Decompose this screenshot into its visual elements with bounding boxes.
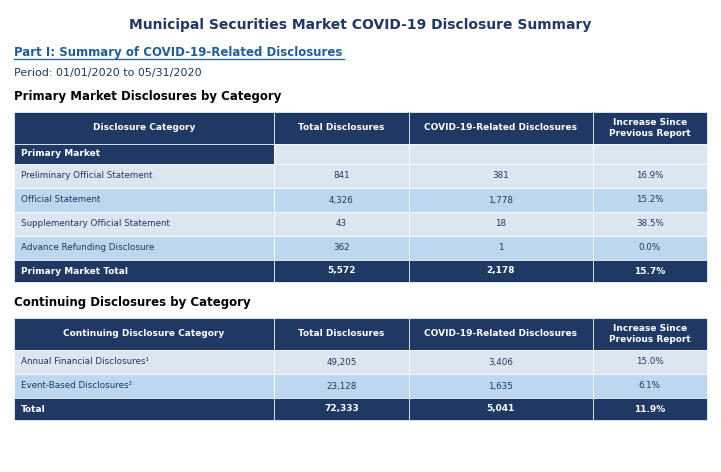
Text: Supplementary Official Statement: Supplementary Official Statement bbox=[21, 219, 170, 228]
Bar bbox=[409, 350, 593, 374]
Text: Period: 01/01/2020 to 05/31/2020: Period: 01/01/2020 to 05/31/2020 bbox=[14, 68, 202, 78]
Bar bbox=[409, 260, 593, 282]
Bar bbox=[14, 188, 274, 212]
Bar bbox=[409, 398, 593, 420]
Text: Advance Refunding Disclosure: Advance Refunding Disclosure bbox=[21, 244, 154, 253]
Text: 5,572: 5,572 bbox=[327, 267, 355, 276]
Text: 11.9%: 11.9% bbox=[634, 405, 665, 413]
Text: 1,635: 1,635 bbox=[488, 381, 513, 390]
Text: Increase Since
Previous Report: Increase Since Previous Report bbox=[609, 324, 691, 344]
Bar bbox=[14, 112, 274, 144]
Text: Event-Based Disclosures²: Event-Based Disclosures² bbox=[21, 381, 132, 390]
Text: 38.5%: 38.5% bbox=[636, 219, 664, 228]
Text: Increase Since
Previous Report: Increase Since Previous Report bbox=[609, 118, 691, 138]
Bar bbox=[593, 164, 707, 188]
Text: 1,778: 1,778 bbox=[488, 195, 513, 204]
Text: Total Disclosures: Total Disclosures bbox=[298, 124, 384, 133]
Text: Total Disclosures: Total Disclosures bbox=[298, 329, 384, 338]
Bar bbox=[409, 188, 593, 212]
Text: 23,128: 23,128 bbox=[327, 381, 357, 390]
Bar bbox=[274, 112, 409, 144]
Text: 6.1%: 6.1% bbox=[639, 381, 661, 390]
Bar bbox=[593, 144, 707, 164]
Text: 72,333: 72,333 bbox=[324, 405, 359, 413]
Bar bbox=[274, 398, 409, 420]
Text: Annual Financial Disclosures¹: Annual Financial Disclosures¹ bbox=[21, 357, 149, 366]
Bar bbox=[274, 318, 409, 350]
Text: 43: 43 bbox=[336, 219, 347, 228]
Bar bbox=[409, 236, 593, 260]
Text: 15.7%: 15.7% bbox=[634, 267, 665, 276]
Bar bbox=[14, 398, 274, 420]
Text: COVID-19-Related Disclosures: COVID-19-Related Disclosures bbox=[425, 329, 578, 338]
Bar bbox=[274, 260, 409, 282]
Bar bbox=[14, 350, 274, 374]
Bar bbox=[14, 374, 274, 398]
Text: Primary Market: Primary Market bbox=[21, 150, 100, 159]
Bar bbox=[593, 350, 707, 374]
Text: Preliminary Official Statement: Preliminary Official Statement bbox=[21, 171, 153, 180]
Text: 18: 18 bbox=[495, 219, 506, 228]
Bar bbox=[593, 236, 707, 260]
Bar bbox=[409, 164, 593, 188]
Bar bbox=[274, 374, 409, 398]
Text: Continuing Disclosures by Category: Continuing Disclosures by Category bbox=[14, 296, 251, 309]
Bar bbox=[593, 398, 707, 420]
Text: 15.0%: 15.0% bbox=[636, 357, 664, 366]
Text: 841: 841 bbox=[333, 171, 350, 180]
Bar bbox=[593, 188, 707, 212]
Text: 16.9%: 16.9% bbox=[636, 171, 663, 180]
Bar bbox=[274, 188, 409, 212]
Bar bbox=[14, 318, 274, 350]
Text: 362: 362 bbox=[333, 244, 350, 253]
Bar bbox=[14, 144, 274, 164]
Text: 4,326: 4,326 bbox=[329, 195, 354, 204]
Text: Primary Market Disclosures by Category: Primary Market Disclosures by Category bbox=[14, 90, 281, 103]
Bar bbox=[409, 212, 593, 236]
Bar bbox=[409, 374, 593, 398]
Bar bbox=[14, 164, 274, 188]
Bar bbox=[274, 236, 409, 260]
Text: 1: 1 bbox=[498, 244, 503, 253]
Text: Official Statement: Official Statement bbox=[21, 195, 100, 204]
Bar bbox=[274, 212, 409, 236]
Bar bbox=[409, 318, 593, 350]
Bar bbox=[14, 236, 274, 260]
Bar bbox=[274, 144, 409, 164]
Text: Municipal Securities Market COVID-19 Disclosure Summary: Municipal Securities Market COVID-19 Dis… bbox=[129, 18, 592, 32]
Bar bbox=[409, 144, 593, 164]
Bar bbox=[593, 318, 707, 350]
Text: 3,406: 3,406 bbox=[488, 357, 513, 366]
Text: 0.0%: 0.0% bbox=[639, 244, 661, 253]
Text: 15.2%: 15.2% bbox=[636, 195, 663, 204]
Text: Disclosure Category: Disclosure Category bbox=[93, 124, 195, 133]
Text: Continuing Disclosure Category: Continuing Disclosure Category bbox=[63, 329, 224, 338]
Bar bbox=[593, 112, 707, 144]
Bar bbox=[274, 164, 409, 188]
Text: Part I: Summary of COVID-19-Related Disclosures: Part I: Summary of COVID-19-Related Disc… bbox=[14, 46, 342, 59]
Bar bbox=[14, 212, 274, 236]
Text: Primary Market Total: Primary Market Total bbox=[21, 267, 128, 276]
Text: 5,041: 5,041 bbox=[487, 405, 515, 413]
Text: Total: Total bbox=[21, 405, 45, 413]
Bar bbox=[593, 212, 707, 236]
Text: 381: 381 bbox=[492, 171, 509, 180]
Bar bbox=[593, 260, 707, 282]
Bar bbox=[593, 374, 707, 398]
Bar bbox=[409, 112, 593, 144]
Text: 2,178: 2,178 bbox=[487, 267, 515, 276]
Bar bbox=[14, 260, 274, 282]
Text: 49,205: 49,205 bbox=[327, 357, 357, 366]
Text: COVID-19-Related Disclosures: COVID-19-Related Disclosures bbox=[425, 124, 578, 133]
Bar bbox=[274, 350, 409, 374]
